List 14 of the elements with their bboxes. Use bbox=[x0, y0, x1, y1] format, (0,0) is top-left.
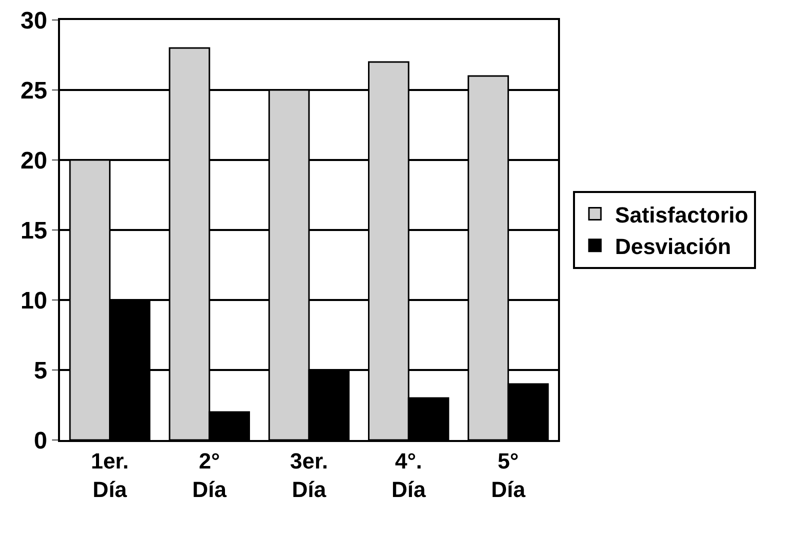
x-tick-label: 4°. Día bbox=[391, 448, 426, 502]
x-tick-label: 5° Día bbox=[491, 448, 526, 502]
x-tick-label: 3er. Día bbox=[290, 448, 328, 502]
y-tick-label: 15 bbox=[20, 217, 48, 244]
y-tick-label: 20 bbox=[20, 147, 48, 174]
y-tick-label: 0 bbox=[34, 427, 48, 454]
legend-label: Satisfactorio bbox=[614, 202, 748, 228]
y-tick-label: 25 bbox=[20, 77, 48, 104]
x-tick-label: 2° Día bbox=[192, 448, 228, 502]
y-tick-label: 10 bbox=[20, 287, 48, 314]
x-tick-label: 1er. Día bbox=[90, 448, 129, 502]
y-tick-label: 5 bbox=[34, 357, 48, 384]
legend-label: Desviación bbox=[614, 234, 732, 259]
y-tick-label: 30 bbox=[20, 7, 48, 34]
